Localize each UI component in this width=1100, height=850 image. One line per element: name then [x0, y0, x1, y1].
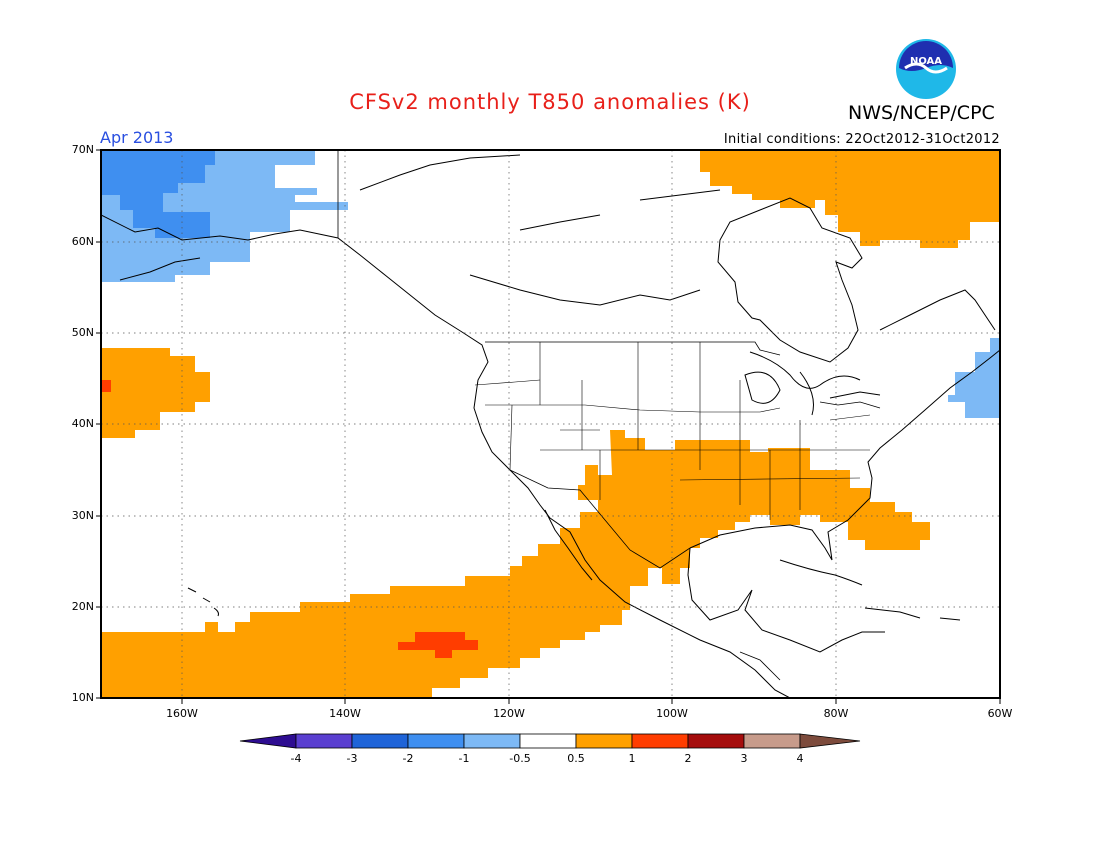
noaa-logo: NOAA — [896, 39, 956, 99]
initial-conditions: Initial conditions: 22Oct2012-31Oct2012 — [723, 132, 1000, 147]
colorbar-minus3-minus2 — [351, 733, 409, 749]
graticule — [101, 150, 1000, 698]
lat-label: 50N — [71, 326, 94, 339]
axis-ticks — [96, 149, 1001, 704]
lat-label: 60N — [71, 235, 94, 248]
colorbar-p1-2 — [631, 733, 689, 749]
colorbar-label: 3 — [740, 752, 748, 765]
neg-anomaly-atlantic — [948, 338, 1000, 418]
colorbar-label: -0.5 — [509, 752, 531, 765]
anomaly-fields — [101, 150, 1000, 698]
forecast-month: Apr 2013 — [100, 128, 174, 147]
colorbar-gt4 — [799, 733, 861, 749]
lat-label: 40N — [71, 417, 94, 430]
colorbar-p05-1 — [575, 733, 633, 749]
pos-anomaly-hotspot-west — [101, 380, 111, 392]
colorbar-label: 1 — [628, 752, 636, 765]
lon-label: 60W — [987, 707, 1013, 720]
colorbar-p2-3 — [687, 733, 745, 749]
colorbar-label: -4 — [290, 752, 302, 765]
colorbar-neutral — [519, 733, 577, 749]
chart-title: CFSv2 monthly T850 anomalies (K) — [349, 90, 751, 114]
colorbar-p3-4 — [743, 733, 801, 749]
colorbar-minus4-minus3 — [295, 733, 353, 749]
colorbar-label: -2 — [402, 752, 414, 765]
lon-label: 160W — [166, 707, 198, 720]
lon-label: 140W — [329, 707, 361, 720]
logo-text: NOAA — [910, 56, 942, 67]
pos-anomaly-tropical-pacific — [101, 500, 622, 698]
neg-anomaly-dark-alaska — [101, 150, 215, 238]
lon-label: 120W — [493, 707, 525, 720]
lat-label: 20N — [71, 600, 94, 613]
lon-label: 80W — [823, 707, 849, 720]
pos-anomaly-canada — [700, 150, 1000, 248]
colorbar-lt-minus4 — [239, 733, 297, 749]
pos-anomaly-pacific-north — [101, 348, 210, 438]
colorbar — [239, 733, 861, 749]
colorbar-label: 0.5 — [567, 752, 585, 765]
state-lines — [474, 342, 871, 520]
colorbar-label: 2 — [684, 752, 692, 765]
pos-anomaly-south-us — [578, 430, 930, 610]
lat-label: 30N — [71, 509, 94, 522]
colorbar-label: 4 — [796, 752, 804, 765]
coastlines — [101, 154, 1000, 698]
boundaries — [337, 150, 881, 681]
lon-label: 100W — [656, 707, 688, 720]
lat-label: 10N — [71, 691, 94, 704]
colorbar-minus1-minus05 — [463, 733, 521, 749]
colorbar-label: -3 — [346, 752, 358, 765]
colorbar-minus2-minus1 — [407, 733, 465, 749]
agency-label: NWS/NCEP/CPC — [848, 102, 995, 124]
pos-anomaly-hotspot-tropical — [398, 632, 478, 658]
colorbar-label: -1 — [458, 752, 470, 765]
lat-label: 70N — [71, 143, 94, 156]
